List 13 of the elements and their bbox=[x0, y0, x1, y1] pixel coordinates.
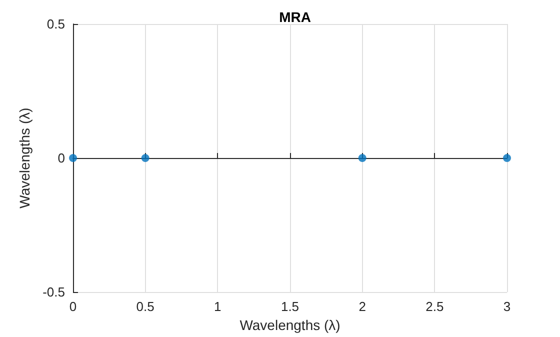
x-tick-label: 3 bbox=[503, 299, 511, 314]
x-tick-label: 1.5 bbox=[280, 299, 300, 314]
y-tick-label: -0.5 bbox=[42, 284, 65, 300]
x-tick-label: 0.5 bbox=[136, 299, 154, 314]
y-tick-label: 0.5 bbox=[46, 16, 65, 32]
x-tick-label: 0 bbox=[69, 299, 77, 314]
chart-title: MRA bbox=[279, 9, 311, 25]
y-tick-label: 0 bbox=[58, 150, 65, 166]
x-tick-label: 1 bbox=[214, 299, 222, 314]
x-tick-label: 2 bbox=[358, 299, 366, 314]
x-tick-label: 2.5 bbox=[426, 299, 444, 314]
x-axis-title: Wavelengths (λ) bbox=[240, 317, 340, 333]
y-axis-title: Wavelengths (λ) bbox=[16, 108, 33, 208]
